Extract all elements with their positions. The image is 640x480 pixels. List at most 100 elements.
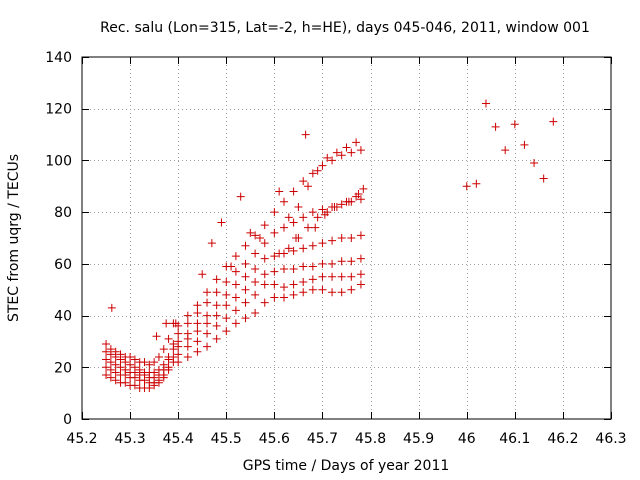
data-point [308, 208, 317, 217]
data-point [275, 249, 284, 258]
data-point [246, 228, 255, 237]
data-point [311, 223, 320, 232]
data-point [241, 241, 250, 250]
data-point [251, 277, 260, 286]
data-point [501, 146, 510, 155]
data-point [260, 280, 269, 289]
data-point [308, 169, 317, 178]
data-point [152, 332, 161, 341]
data-point [481, 99, 490, 108]
data-point [130, 381, 139, 390]
data-point [130, 363, 139, 372]
data-point [299, 288, 308, 297]
data-point [150, 368, 159, 377]
data-point [116, 350, 125, 359]
data-point [318, 239, 327, 248]
x-tick-label: 46.1 [499, 431, 530, 447]
data-point [270, 267, 279, 276]
data-point [328, 288, 337, 297]
x-tick-label: 45.5 [211, 431, 242, 447]
data-point [231, 280, 240, 289]
data-point [356, 254, 365, 263]
data-point [212, 321, 221, 330]
data-point [308, 285, 317, 294]
data-point [270, 208, 279, 217]
data-point [227, 262, 236, 271]
data-point [193, 337, 202, 346]
data-point [347, 272, 356, 281]
x-axis-label: GPS time / Days of year 2011 [243, 458, 450, 474]
data-point [279, 197, 288, 206]
y-axis-label: STEC from uqrg / TECUs [6, 154, 22, 322]
data-point [222, 301, 231, 310]
data-point [299, 177, 308, 186]
y-tick-label: 40 [54, 309, 72, 325]
x-tick-label: 46 [458, 431, 476, 447]
data-point [279, 293, 288, 302]
data-point [183, 342, 192, 351]
data-point [145, 360, 154, 369]
data-point [510, 120, 519, 129]
data-point [328, 272, 337, 281]
data-point [260, 254, 269, 263]
x-tick-label: 46.2 [547, 431, 578, 447]
data-point [231, 306, 240, 315]
data-point [231, 252, 240, 261]
data-point [102, 355, 111, 364]
x-tick-label: 45.6 [259, 431, 290, 447]
y-tick-label: 120 [45, 102, 72, 118]
data-point [549, 117, 558, 126]
data-point [212, 334, 221, 343]
data-point [193, 301, 202, 310]
y-tick-labels: 0 20 40 60 80 100 120 140 [45, 50, 72, 428]
data-point [251, 308, 260, 317]
data-point [251, 290, 260, 299]
data-point [328, 236, 337, 245]
data-point [279, 265, 288, 274]
data-point [126, 352, 135, 361]
data-point [255, 234, 264, 242]
data-point [222, 327, 231, 336]
data-point [356, 195, 365, 204]
data-point [193, 308, 202, 317]
data-point [491, 122, 500, 131]
data-point [260, 221, 269, 230]
chart-title: Rec. salu (Lon=315, Lat=-2, h=HE), days … [100, 20, 590, 36]
data-point [299, 277, 308, 286]
data-point [231, 267, 240, 276]
data-point [332, 148, 341, 157]
y-tick-label: 60 [54, 257, 72, 273]
data-point [299, 262, 308, 271]
x-tick-label: 45.8 [355, 431, 386, 447]
data-point [174, 358, 183, 367]
data-point [116, 363, 125, 372]
data-point [320, 210, 329, 219]
grid-lines [82, 57, 611, 419]
data-point [251, 265, 260, 274]
data-point [260, 298, 269, 307]
data-point [164, 352, 173, 361]
data-point [313, 166, 322, 175]
data-point [328, 156, 337, 165]
data-point [318, 259, 327, 268]
data-point [275, 187, 284, 196]
data-point [294, 202, 303, 211]
data-point [150, 358, 159, 367]
data-point [337, 257, 346, 266]
data-point [354, 190, 363, 199]
data-point [241, 285, 250, 294]
y-tick-label: 20 [54, 360, 72, 376]
data-point [337, 151, 346, 160]
data-point [251, 231, 260, 240]
data-point [236, 192, 245, 201]
data-point [174, 321, 183, 330]
y-tick-label: 0 [63, 412, 72, 428]
data-point [174, 337, 183, 346]
data-point [304, 182, 313, 191]
data-point [279, 283, 288, 292]
data-point [121, 365, 130, 374]
x-tick-label: 45.7 [307, 431, 338, 447]
x-tick-label: 45.2 [66, 431, 97, 447]
data-point [198, 270, 207, 279]
data-point [212, 275, 221, 284]
